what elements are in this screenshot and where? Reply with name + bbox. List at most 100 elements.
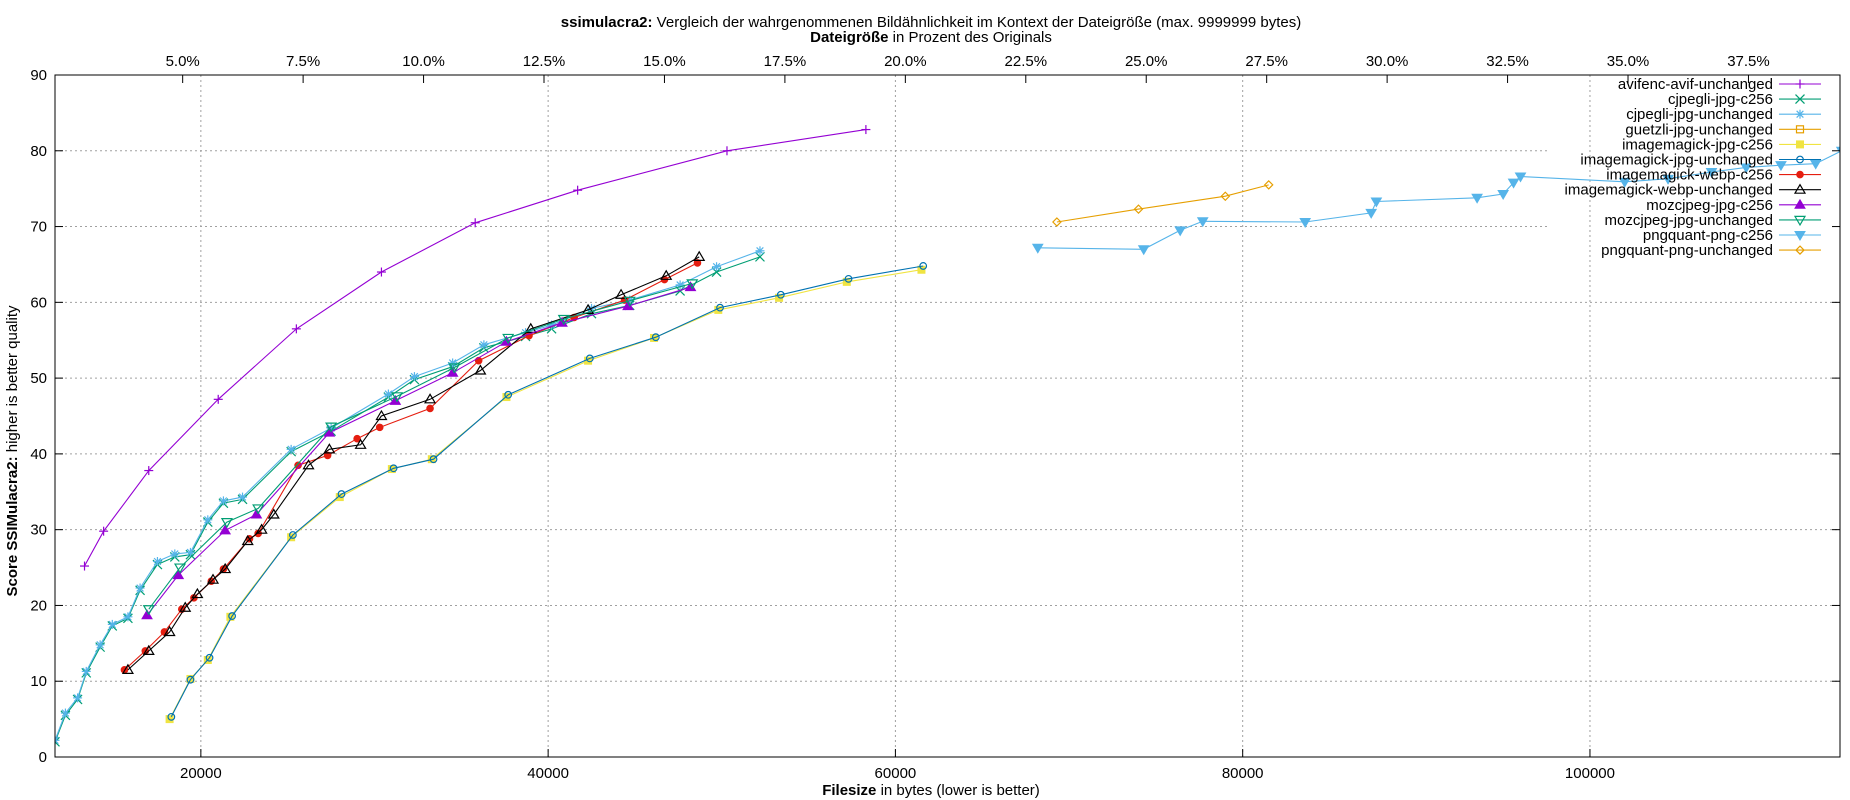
x-axis-label-bold: Filesize [822,782,876,799]
data-point-imagemagick-jpg-unchanged [337,490,346,498]
data-point-cjpegli-jpg-unchanged [238,492,248,502]
data-point-cjpegli-jpg-unchanged [152,556,162,566]
data-point-mozcjpeg-jpg-unchanged [252,504,265,515]
legend-marker-imagemagick-webp-unchanged [1793,183,1807,194]
series-line-mozcjpeg-jpg-unchanged [148,282,693,610]
legend-marker-imagemagick-jpg-c256 [1796,140,1804,149]
y-tick-label: 20 [30,597,47,614]
y-tick-label: 60 [30,294,47,311]
data-point-mozcjpeg-jpg-unchanged [557,314,570,326]
legend-label-cjpegli-jpg-c256: cjpegli-jpg-c256 [1668,91,1773,108]
y-tick-label: 30 [30,522,47,539]
grid-layer [55,75,1840,757]
series-cjpegli-jpg-c256 [55,251,765,747]
data-point-imagemagick-webp-unchanged [524,322,537,333]
x2-tick-label: 5.0% [166,53,200,70]
data-point-mozcjpeg-jpg-unchanged [623,296,636,308]
series-imagemagick-jpg-c256 [165,265,926,724]
data-point-imagemagick-webp-unchanged [206,573,220,584]
data-point-imagemagick-webp-unchanged [219,562,232,574]
x2-tick-label: 35.0% [1607,53,1650,70]
legend-entry-imagemagick-jpg-c256: imagemagick-jpg-c256 [1622,136,1821,153]
data-point-pngquant-png-unchanged [1263,180,1274,190]
data-point-pngquant-png-c256 [1809,159,1822,170]
data-point-pngquant-png-c256 [1497,189,1510,200]
data-point-mozcjpeg-jpg-unchanged [173,563,187,574]
series-line-mozcjpeg-jpg-c256 [146,286,691,616]
x2-tick-label: 25.0% [1125,53,1168,70]
data-point-cjpegli-jpg-unchanged [712,262,722,272]
data-point-cjpegli-jpg-unchanged [60,708,70,718]
legend-marker-avifenc-avif-unchanged [1795,79,1805,89]
data-point-imagemagick-jpg-unchanged [504,390,513,399]
data-point-mozcjpeg-jpg-c256 [141,609,153,620]
data-point-avifenc-avif-unchanged [99,526,109,536]
data-point-imagemagick-webp-unchanged [241,534,254,546]
data-point-imagemagick-jpg-unchanged [585,354,594,363]
x2-tick-label: 7.5% [286,53,320,70]
series-line-imagemagick-jpg-c256 [169,269,922,720]
data-point-imagemagick-jpg-unchanged [651,333,660,342]
data-point-cjpegli-jpg-unchanged [218,496,228,506]
data-point-imagemagick-webp-unchanged [615,288,628,299]
legend-label-pngquant-png-unchanged: pngquant-png-unchanged [1601,242,1773,259]
series-imagemagick-webp-unchanged [121,250,706,674]
series-imagemagick-webp-c256 [120,259,702,674]
data-point-imagemagick-jpg-unchanged [844,274,853,283]
data-point-imagemagick-jpg-unchanged [919,262,928,270]
data-point-imagemagick-jpg-unchanged [167,712,176,721]
data-point-imagemagick-webp-unchanged [323,443,336,454]
series-cjpegli-jpg-unchanged [55,246,765,745]
data-point-cjpegli-jpg-unchanged [479,340,489,350]
data-point-mozcjpeg-jpg-unchanged [220,517,233,529]
x2-axis-label: Dateigröße in Prozent des Originals [810,29,1052,46]
series-layer [55,125,1840,747]
plot-frame [54,74,1841,758]
data-point-pngquant-png-c256 [1370,197,1383,208]
data-point-imagemagick-webp-c256 [353,434,361,443]
data-point-imagemagick-jpg-unchanged [716,303,724,312]
data-point-pngquant-png-c256 [1299,218,1312,228]
data-point-imagemagick-jpg-unchanged [186,675,195,684]
x2-tick-label: 20.0% [884,53,927,70]
data-point-imagemagick-webp-unchanged [354,438,367,449]
legend-label-imagemagick-webp-c256: imagemagick-webp-c256 [1606,167,1773,184]
x2-tick-label: 10.0% [402,53,445,70]
series-line-imagemagick-webp-c256 [124,262,698,671]
data-point-imagemagick-webp-unchanged [582,303,595,315]
legend-entry-pngquant-png-unchanged: pngquant-png-unchanged [1601,242,1821,259]
y-axis-label-rest: higher is better quality [4,305,21,456]
legend-entry-mozcjpeg-jpg-unchanged: mozcjpeg-jpg-unchanged [1605,212,1821,229]
series-line-pngquant-png-unchanged [1056,184,1269,223]
legend-label-imagemagick-jpg-c256: imagemagick-jpg-c256 [1622,136,1773,153]
legend-entry-imagemagick-webp-c256: imagemagick-webp-c256 [1606,167,1821,184]
legend-label-guetzli-jpg-unchanged: guetzli-jpg-unchanged [1625,121,1773,138]
data-point-cjpegli-jpg-unchanged [135,583,145,593]
data-point-cjpegli-jpg-c256 [55,736,60,747]
data-point-imagemagick-webp-c256 [693,259,702,267]
legend-entry-avifenc-avif-unchanged: avifenc-avif-unchanged [1618,76,1821,93]
y-tick-label: 40 [30,446,47,463]
data-point-cjpegli-jpg-unchanged [55,735,60,745]
legend-entry-imagemagick-jpg-unchanged: imagemagick-jpg-unchanged [1580,152,1821,169]
legend-entry-imagemagick-webp-unchanged: imagemagick-webp-unchanged [1565,182,1821,199]
series-pngquant-png-c256 [1031,146,1840,256]
legend-label-imagemagick-jpg-unchanged: imagemagick-jpg-unchanged [1580,152,1773,169]
data-point-cjpegli-jpg-unchanged [286,444,296,454]
data-point-imagemagick-jpg-unchanged [389,464,398,473]
legend-marker-mozcjpeg-jpg-unchanged [1793,215,1807,227]
data-point-cjpegli-jpg-unchanged [95,640,105,650]
data-point-mozcjpeg-jpg-c256 [219,524,232,535]
data-point-pngquant-png-c256 [1618,177,1631,188]
data-point-avifenc-avif-unchanged [573,185,583,195]
data-point-avifenc-avif-unchanged [722,146,732,156]
legend: avifenc-avif-unchangedcjpegli-jpg-c256cj… [1565,76,1821,259]
x2-tick-label: 15.0% [643,53,686,70]
x-tick-label: 20000 [180,765,222,782]
data-point-cjpegli-jpg-unchanged [203,515,213,525]
data-point-pngquant-png-c256 [1662,174,1674,185]
data-point-imagemagick-webp-unchanged [255,523,268,534]
x2-tick-label: 32.5% [1486,53,1529,70]
data-point-imagemagick-jpg-unchanged [228,612,237,620]
data-point-avifenc-avif-unchanged [144,466,154,476]
